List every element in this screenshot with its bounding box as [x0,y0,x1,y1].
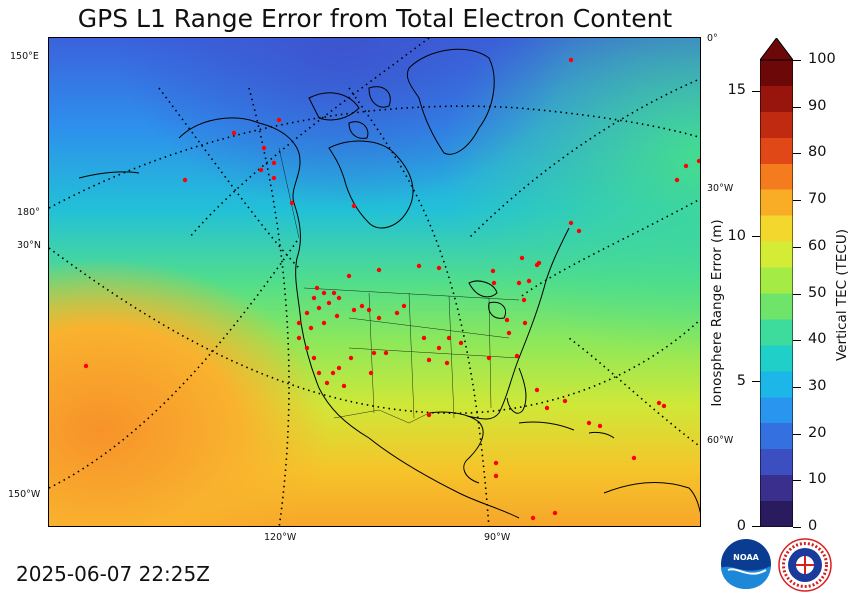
gps-stations [83,57,700,521]
colorbar-right-tick-mark [793,60,801,61]
colorbar-right-tick-60: 60 [808,237,827,254]
colorbar-left-tick-15: 15 [727,82,746,98]
colorbar-right-tick-mark [793,153,801,155]
colorbar-right-tick-mark [793,386,801,388]
colorbar-right-tick-mark [793,246,801,248]
colorbar-right-tick-80: 80 [808,144,827,161]
colorbar-right-tick-20: 20 [808,424,827,441]
colorbar-right-tick-0: 0 [808,518,818,534]
colorbar-right-tick-mark [793,106,801,108]
colorbar-right-tick-100: 100 [808,51,836,67]
noaa-logo-text: NOAA [733,553,759,562]
colorbar-right-tick-mark [793,480,801,482]
colorbar-right-tick-mark [793,433,801,435]
colorbar-right-axis-label: Vertical TEC (TECU) [834,229,850,361]
colorbar-right-tick-70: 70 [808,191,827,208]
colorbar-right-tick-mark [793,340,801,342]
colorbar-right-tick-mark [793,293,801,295]
colorbar-right-tick-10: 10 [808,471,827,488]
colorbar-right-tick-90: 90 [808,97,827,114]
colorbar-right-tick-mark [793,527,801,528]
chart-title: GPS L1 Range Error from Total Electron C… [77,4,673,33]
graticule-label-0: 0° [707,33,718,44]
graticule-label-30w: 30°W [707,183,734,194]
noaa-logo: NOAA [720,538,772,590]
graticule-label-150w: 150°W [8,489,41,500]
colorbar-right-tick-30: 30 [808,377,827,394]
colorbar-bar [760,59,793,527]
valid-time: 2025-06-07 22:25Z [16,562,210,586]
graticule-label-180: 180° [17,207,40,218]
coastlines [78,48,700,519]
colorbar-left-tick-0: 0 [736,518,746,534]
colorbar-left-tick-marks [750,60,760,527]
graticule-label-120w: 120°W [264,532,297,543]
colorbar-right-tick-40: 40 [808,331,827,348]
graticule-label-150e: 150°E [10,51,39,62]
colorbar-left-tick-5: 5 [736,373,746,389]
tec-map[interactable] [48,37,701,527]
borders [278,147,520,424]
nws-logo [778,538,832,592]
graticule-label-60w: 60°W [707,435,734,446]
map-canvas [49,38,700,526]
colorbar-extend-arrow [760,38,793,61]
colorbar-left-axis-label: Ionosphere Range Error (m) [709,219,725,407]
colorbar-right-tick-50: 50 [808,284,827,301]
graticule-label-30n: 30°N [17,240,41,251]
colorbar-right-tick-mark [793,200,801,202]
colorbar-graphic [760,38,793,527]
colorbar-left-tick-10: 10 [727,228,746,244]
graticule [49,38,700,526]
graticule-label-90w: 90°W [484,532,511,543]
